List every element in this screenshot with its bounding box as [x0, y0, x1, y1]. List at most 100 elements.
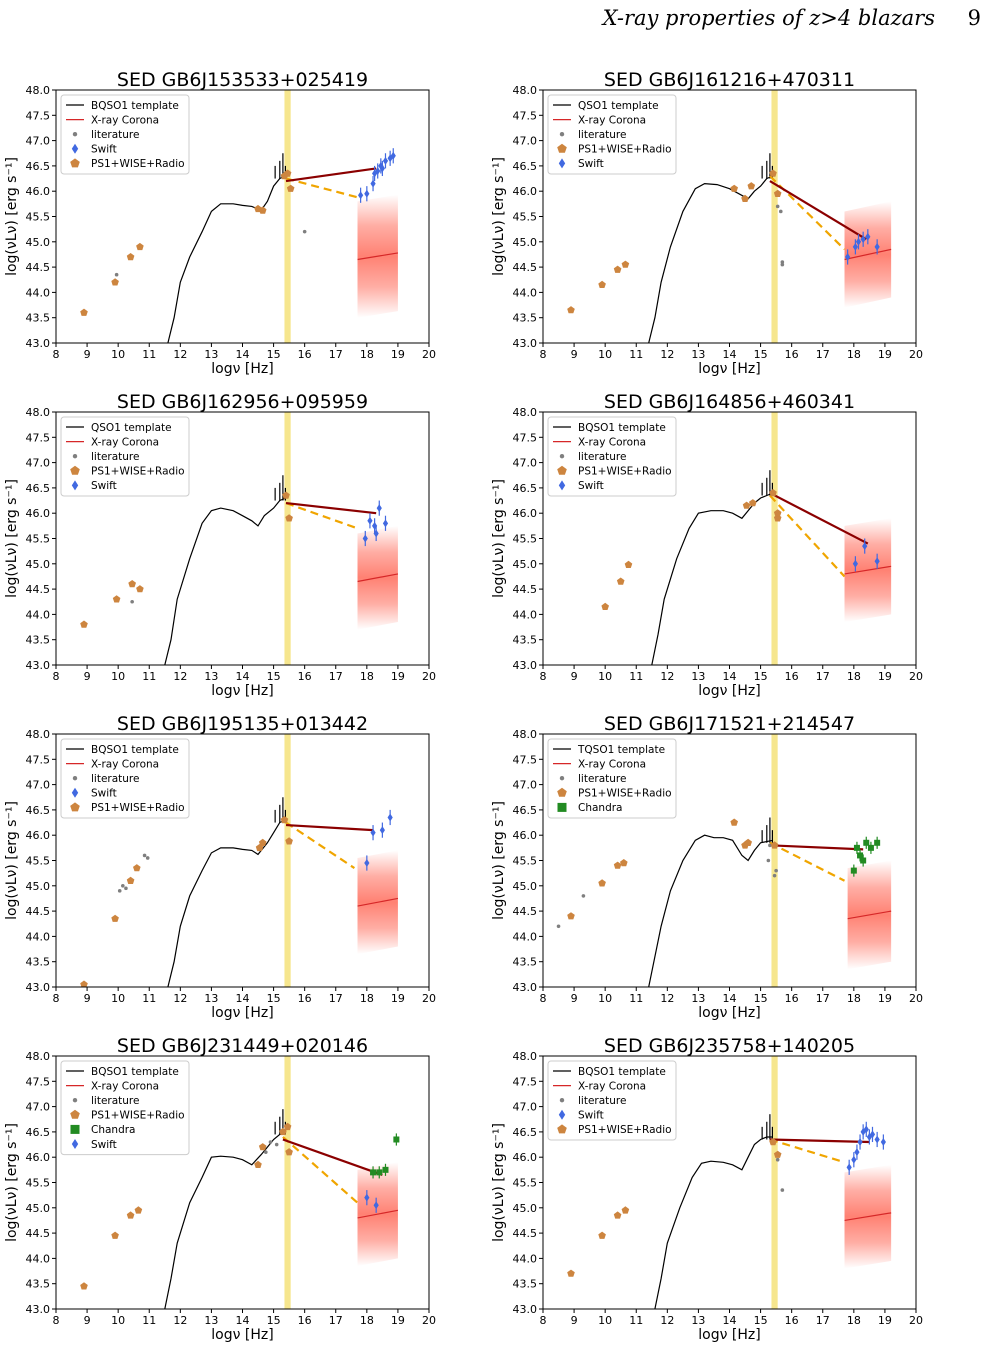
literature-point [268, 1140, 273, 1144]
x-tick-label: 11 [142, 348, 156, 361]
y-tick-label: 46.0 [513, 1151, 538, 1164]
y-tick-label: 47.5 [513, 109, 538, 122]
y-tick-label: 45.5 [513, 1177, 538, 1190]
y-tick-label: 44.5 [26, 905, 51, 918]
x-tick-label: 16 [298, 670, 312, 683]
x-tick-label: 10 [598, 670, 612, 683]
xray-powerlaw-line [285, 167, 377, 183]
x-tick-label: 9 [84, 348, 91, 361]
chandra-point [867, 844, 874, 851]
legend-label: X-ray Corona [91, 758, 159, 770]
y-tick-label: 47.0 [26, 1101, 51, 1114]
x-tick-label: 19 [878, 1314, 892, 1327]
legend-label: BQSO1 template [91, 1066, 179, 1078]
template-curve [164, 1131, 287, 1309]
legend-box [547, 738, 677, 819]
x-tick-label: 11 [142, 1314, 156, 1327]
x-tick-label: 12 [173, 348, 187, 361]
legend-literature-swatch [559, 454, 565, 459]
x-tick-label: 11 [142, 992, 156, 1005]
x-tick-label: 13 [204, 1314, 218, 1327]
x-tick-label: 16 [785, 670, 799, 683]
x-tick-label: 14 [236, 1314, 250, 1327]
literature-point [302, 229, 307, 234]
x-tick-label: 11 [629, 1314, 643, 1327]
x-tick-label: 9 [84, 670, 91, 683]
x-tick-label: 19 [878, 670, 892, 683]
legend-label: X-ray Corona [578, 758, 646, 770]
y-tick-label: 43.5 [26, 1278, 51, 1291]
legend-chandra-swatch [70, 1124, 80, 1134]
swift-point [874, 557, 880, 566]
chandra-point [850, 867, 857, 874]
legend-label: X-ray Corona [91, 1080, 159, 1092]
x-tick-label: 15 [267, 670, 281, 683]
legend-label: literature [91, 1095, 139, 1107]
legend-label: literature [578, 1095, 626, 1107]
y-tick-label: 43.5 [26, 956, 51, 969]
ps1-point [749, 499, 757, 507]
x-tick-label: 17 [816, 992, 830, 1005]
corona-line [847, 910, 892, 920]
swift-point [373, 1201, 379, 1210]
ps1-point [111, 278, 119, 286]
y-tick-label: 47.0 [513, 457, 538, 470]
ps1-point [730, 184, 738, 192]
sed-panel-6: SED GB6J171521+214547 8 9 10 11 12 13 14 15 16 17 1… [491, 713, 923, 1021]
ps1-point [111, 1231, 119, 1239]
y-tick-label: 47.0 [513, 1101, 538, 1114]
literature-point [114, 272, 119, 277]
ps1-point [769, 169, 777, 177]
literature-point [780, 1188, 785, 1192]
y-axis-label: log(νLν) [erg s⁻¹] [491, 801, 507, 920]
ps1-point [283, 1122, 292, 1131]
legend: BQSO1 template X-ray Corona literature Swif… [60, 738, 190, 819]
y-tick-label: 47.5 [26, 753, 51, 766]
legend-literature-swatch [72, 454, 78, 459]
literature-point [130, 599, 134, 604]
legend-swift-swatch [558, 480, 566, 491]
y-tick-label: 45.5 [26, 533, 51, 546]
sed-panel-2: SED GB6J161216+470311 8 9 10 11 12 13 14 15 16 17 1… [491, 69, 923, 377]
ps1-point [613, 861, 622, 869]
corona-line [357, 252, 399, 261]
x-tick-label: 12 [660, 670, 674, 683]
chandra-point [874, 839, 881, 846]
dashed-extrapolation-line [285, 177, 358, 199]
literature-point [772, 873, 777, 878]
y-axis-label: log(νLν) [erg s⁻¹] [4, 801, 20, 920]
legend-swift-swatch [71, 480, 79, 491]
panel-title: SED GB6J162956+095959 [117, 391, 368, 413]
y-tick-label: 46.5 [26, 804, 51, 817]
y-axis-label: log(νLν) [erg s⁻¹] [4, 157, 20, 276]
ps1-point [111, 914, 119, 922]
swift-point [373, 529, 379, 538]
chandra-point [370, 1169, 377, 1176]
x-tick-label: 14 [723, 348, 737, 361]
literature-point [274, 1142, 279, 1147]
y-tick-label: 47.0 [26, 457, 51, 470]
legend-label: Swift [91, 144, 117, 156]
x-tick-label: 8 [540, 348, 547, 361]
legend-swift-swatch [71, 1139, 79, 1149]
sed-panel-3: SED GB6J162956+095959 8 9 10 11 12 13 14 15 16 17 1… [4, 391, 436, 699]
x-tick-label: 17 [329, 670, 343, 683]
y-tick-label: 47.0 [513, 779, 538, 792]
x-tick-label: 13 [691, 348, 705, 361]
x-tick-label: 18 [360, 1314, 374, 1327]
legend-label: PS1+WISE+Radio [578, 144, 672, 156]
y-tick-label: 45.0 [26, 558, 51, 571]
x-tick-label: 13 [691, 1314, 705, 1327]
y-tick-label: 45.0 [26, 236, 51, 249]
x-tick-label: 18 [847, 670, 861, 683]
y-tick-label: 48.0 [513, 1050, 538, 1063]
xray-powerlaw-line [769, 844, 864, 851]
legend-chandra-swatch [557, 802, 567, 812]
legend-label: X-ray Corona [578, 1080, 646, 1092]
x-tick-label: 15 [754, 1314, 768, 1327]
x-tick-label: 12 [173, 992, 187, 1005]
corona-line [357, 1209, 399, 1219]
swift-point [852, 242, 858, 251]
x-tick-label: 16 [298, 1314, 312, 1327]
y-tick-label: 44.0 [513, 286, 538, 299]
